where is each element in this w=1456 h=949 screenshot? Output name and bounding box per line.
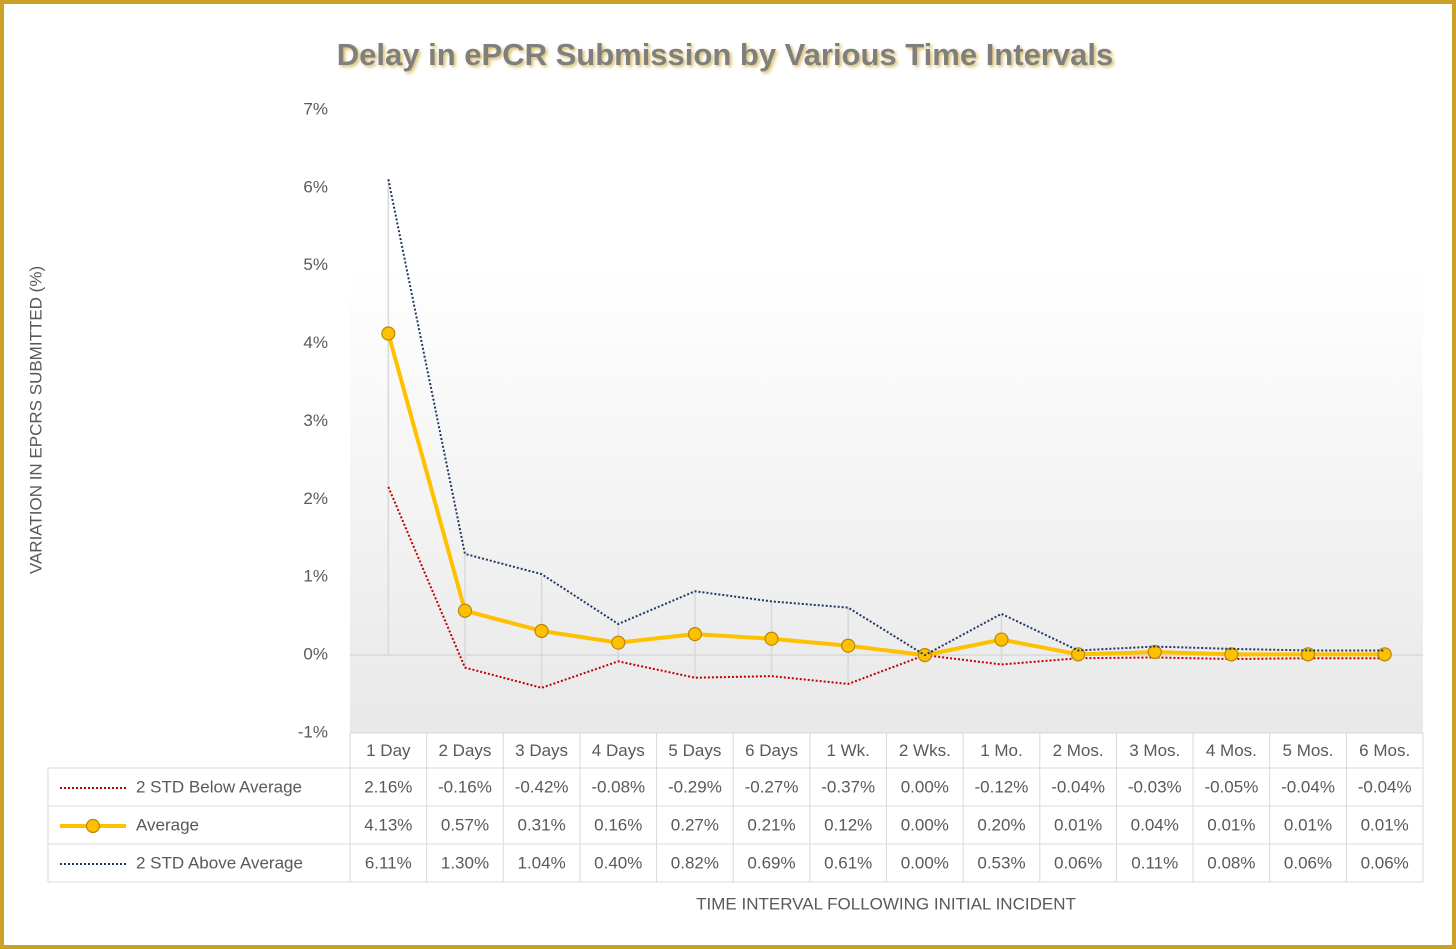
legend-label: Average	[136, 815, 199, 834]
point	[457, 603, 473, 618]
table-cell: -0.08%	[591, 777, 645, 796]
table-cell: 0.69%	[747, 853, 795, 872]
table-cell: 0.06%	[1054, 853, 1102, 872]
point	[1071, 647, 1086, 662]
point	[841, 638, 856, 653]
chart-title: Delay in ePCR Submission by Various Time…	[337, 37, 1113, 72]
table-cell: 1.30%	[441, 853, 489, 872]
table-cell: 0.08%	[1207, 853, 1255, 872]
legend-label: 2 STD Above Average	[136, 853, 303, 872]
y-axis-title: VARIATION IN EPCRS SUBMITTED (%)	[26, 266, 45, 574]
table-cell: 0.31%	[518, 815, 566, 834]
table-cell: 1.04%	[518, 853, 566, 872]
table-cell: 0.00%	[901, 777, 949, 796]
x-tick-label: 3 Days	[515, 741, 568, 760]
table-cell: 0.20%	[977, 815, 1025, 834]
table-cell: 0.57%	[441, 815, 489, 834]
point	[1377, 647, 1392, 662]
table-cell: -0.29%	[668, 777, 722, 796]
y-tick-label: 0%	[303, 645, 328, 664]
x-tick-label: 1 Day	[366, 741, 411, 760]
table-cell: -0.04%	[1281, 777, 1335, 796]
x-tick-label: 1 Wk.	[826, 741, 869, 760]
table-cell: 0.61%	[824, 853, 872, 872]
x-tick-label: 5 Days	[668, 741, 721, 760]
point	[381, 326, 396, 341]
x-tick-label: 2 Mos.	[1053, 741, 1104, 760]
y-tick-label: 4%	[303, 333, 328, 352]
table-cell: 0.00%	[901, 815, 949, 834]
table-cell: 0.16%	[594, 815, 642, 834]
table-cell: 0.11%	[1131, 853, 1178, 872]
point	[994, 632, 1009, 647]
y-tick-label: 3%	[303, 411, 328, 430]
x-axis-title: TIME INTERVAL FOLLOWING INITIAL INCIDENT	[696, 894, 1076, 913]
table-cell: 0.00%	[901, 853, 949, 872]
y-tick-label: 6%	[303, 177, 328, 196]
table-cell: 0.40%	[594, 853, 642, 872]
table-cell: 0.82%	[671, 853, 719, 872]
x-tick-label: 6 Days	[745, 741, 798, 760]
table-cell: 0.01%	[1054, 815, 1102, 834]
series-line	[386, 332, 1385, 658]
table-cell: -0.04%	[1051, 777, 1105, 796]
table-cell: 0.21%	[747, 815, 795, 834]
table-cell: 4.13%	[364, 815, 412, 834]
table-cell: 0.01%	[1284, 815, 1332, 834]
point	[534, 623, 549, 639]
table-cell: 6.11%	[365, 853, 412, 872]
point	[1300, 647, 1316, 662]
table-cell: 0.01%	[1361, 815, 1409, 834]
x-tick-label: 5 Mos.	[1283, 741, 1334, 760]
table-cell: -0.37%	[821, 777, 875, 796]
point	[1224, 647, 1239, 662]
plot-background	[350, 265, 1423, 733]
y-tick-label: 7%	[303, 99, 328, 118]
y-tick-label: -1%	[298, 722, 328, 741]
table-cell: -0.16%	[438, 777, 492, 796]
x-tick-label: 6 Mos.	[1359, 741, 1410, 760]
x-tick-label: 1 Mo.	[980, 741, 1023, 760]
y-tick-label: 5%	[303, 255, 328, 274]
x-tick-label: 2 Days	[439, 741, 492, 760]
x-tick-label: 3 Mos.	[1129, 741, 1180, 760]
table-cell: -0.12%	[975, 777, 1029, 796]
x-tick-label: 2 Wks.	[899, 741, 951, 760]
table-cell: 2.16%	[364, 777, 412, 796]
table-cell: -0.05%	[1204, 777, 1258, 796]
table-cell: -0.03%	[1128, 777, 1182, 796]
series-line	[387, 179, 1385, 657]
point	[764, 631, 779, 646]
table-cell: -0.27%	[745, 777, 799, 796]
table-cell: 0.27%	[671, 815, 719, 834]
table-cell: 0.06%	[1361, 853, 1409, 872]
point	[611, 635, 626, 650]
series-line	[387, 486, 1385, 689]
table-cell: 0.06%	[1284, 853, 1332, 872]
table-cell: -0.42%	[515, 777, 569, 796]
table-cell: 0.04%	[1131, 815, 1179, 834]
table-cell: 0.53%	[977, 853, 1025, 872]
table-cell: 0.12%	[824, 815, 872, 834]
y-tick-label: 1%	[303, 567, 328, 586]
table-cell: -0.04%	[1358, 777, 1412, 796]
x-tick-label: 4 Days	[592, 741, 645, 760]
x-tick-label: 4 Mos.	[1206, 741, 1257, 760]
legend-marker	[85, 818, 101, 834]
table-cell: 0.01%	[1207, 815, 1255, 834]
legend-label: 2 STD Below Average	[136, 777, 302, 796]
point	[1147, 644, 1162, 660]
point	[687, 626, 702, 642]
y-tick-label: 2%	[303, 489, 328, 508]
